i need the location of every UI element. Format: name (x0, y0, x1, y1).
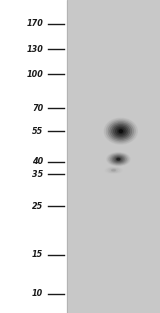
Ellipse shape (115, 157, 122, 161)
Bar (0, 0, 67, 313)
Ellipse shape (112, 169, 116, 171)
Text: 55: 55 (32, 127, 43, 136)
Text: 10: 10 (32, 289, 43, 298)
Ellipse shape (110, 155, 127, 164)
Ellipse shape (109, 169, 118, 172)
Ellipse shape (110, 123, 132, 140)
Text: 130: 130 (26, 45, 43, 54)
Text: 35: 35 (32, 170, 43, 179)
Ellipse shape (113, 126, 128, 137)
Ellipse shape (115, 127, 126, 136)
Text: 100: 100 (26, 70, 43, 79)
Ellipse shape (117, 158, 120, 160)
Text: 170: 170 (26, 19, 43, 28)
Text: 15: 15 (32, 250, 43, 259)
Ellipse shape (117, 128, 124, 134)
Ellipse shape (106, 120, 136, 143)
Bar (67, 0, 160, 313)
Ellipse shape (113, 156, 123, 162)
Ellipse shape (107, 168, 120, 172)
Text: 25: 25 (32, 202, 43, 211)
Ellipse shape (112, 156, 125, 163)
Text: 40: 40 (32, 157, 43, 166)
Text: 70: 70 (32, 104, 43, 113)
Ellipse shape (108, 154, 128, 165)
Ellipse shape (119, 130, 123, 133)
Ellipse shape (108, 121, 134, 141)
Ellipse shape (112, 124, 130, 138)
